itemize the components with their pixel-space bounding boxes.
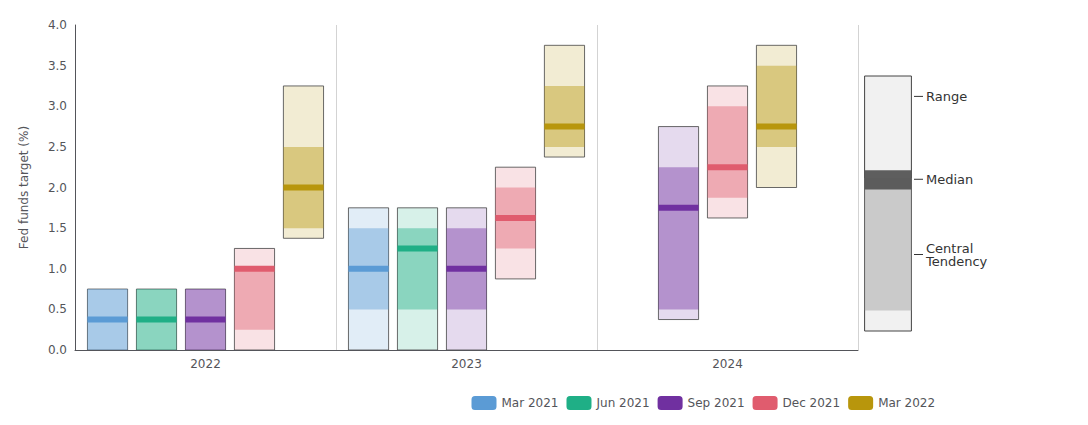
- svg-text:1.0: 1.0: [48, 262, 67, 276]
- svg-text:3.0: 3.0: [48, 99, 67, 113]
- svg-text:0.0: 0.0: [48, 343, 67, 357]
- svg-text:Fed funds target (%): Fed funds target (%): [17, 126, 31, 249]
- svg-text:1.5: 1.5: [48, 221, 67, 235]
- svg-text:Mar 2021: Mar 2021: [502, 396, 559, 410]
- svg-text:2.0: 2.0: [48, 181, 67, 195]
- svg-text:2023: 2023: [451, 357, 482, 371]
- svg-text:2024: 2024: [712, 357, 743, 371]
- svg-text:Central: Central: [926, 240, 974, 256]
- svg-text:Median: Median: [926, 172, 973, 187]
- svg-text:Jun 2021: Jun 2021: [595, 396, 649, 410]
- svg-text:2.5: 2.5: [48, 140, 67, 154]
- svg-text:Sep 2021: Sep 2021: [688, 396, 745, 410]
- svg-text:Range: Range: [926, 89, 967, 104]
- svg-text:3.5: 3.5: [48, 59, 67, 73]
- svg-text:4.0: 4.0: [48, 18, 67, 32]
- svg-text:0.5: 0.5: [48, 302, 67, 316]
- svg-text:Tendency: Tendency: [925, 254, 988, 269]
- svg-text:Mar 2022: Mar 2022: [878, 396, 935, 410]
- svg-text:Dec 2021: Dec 2021: [783, 396, 841, 410]
- svg-text:2022: 2022: [190, 357, 221, 371]
